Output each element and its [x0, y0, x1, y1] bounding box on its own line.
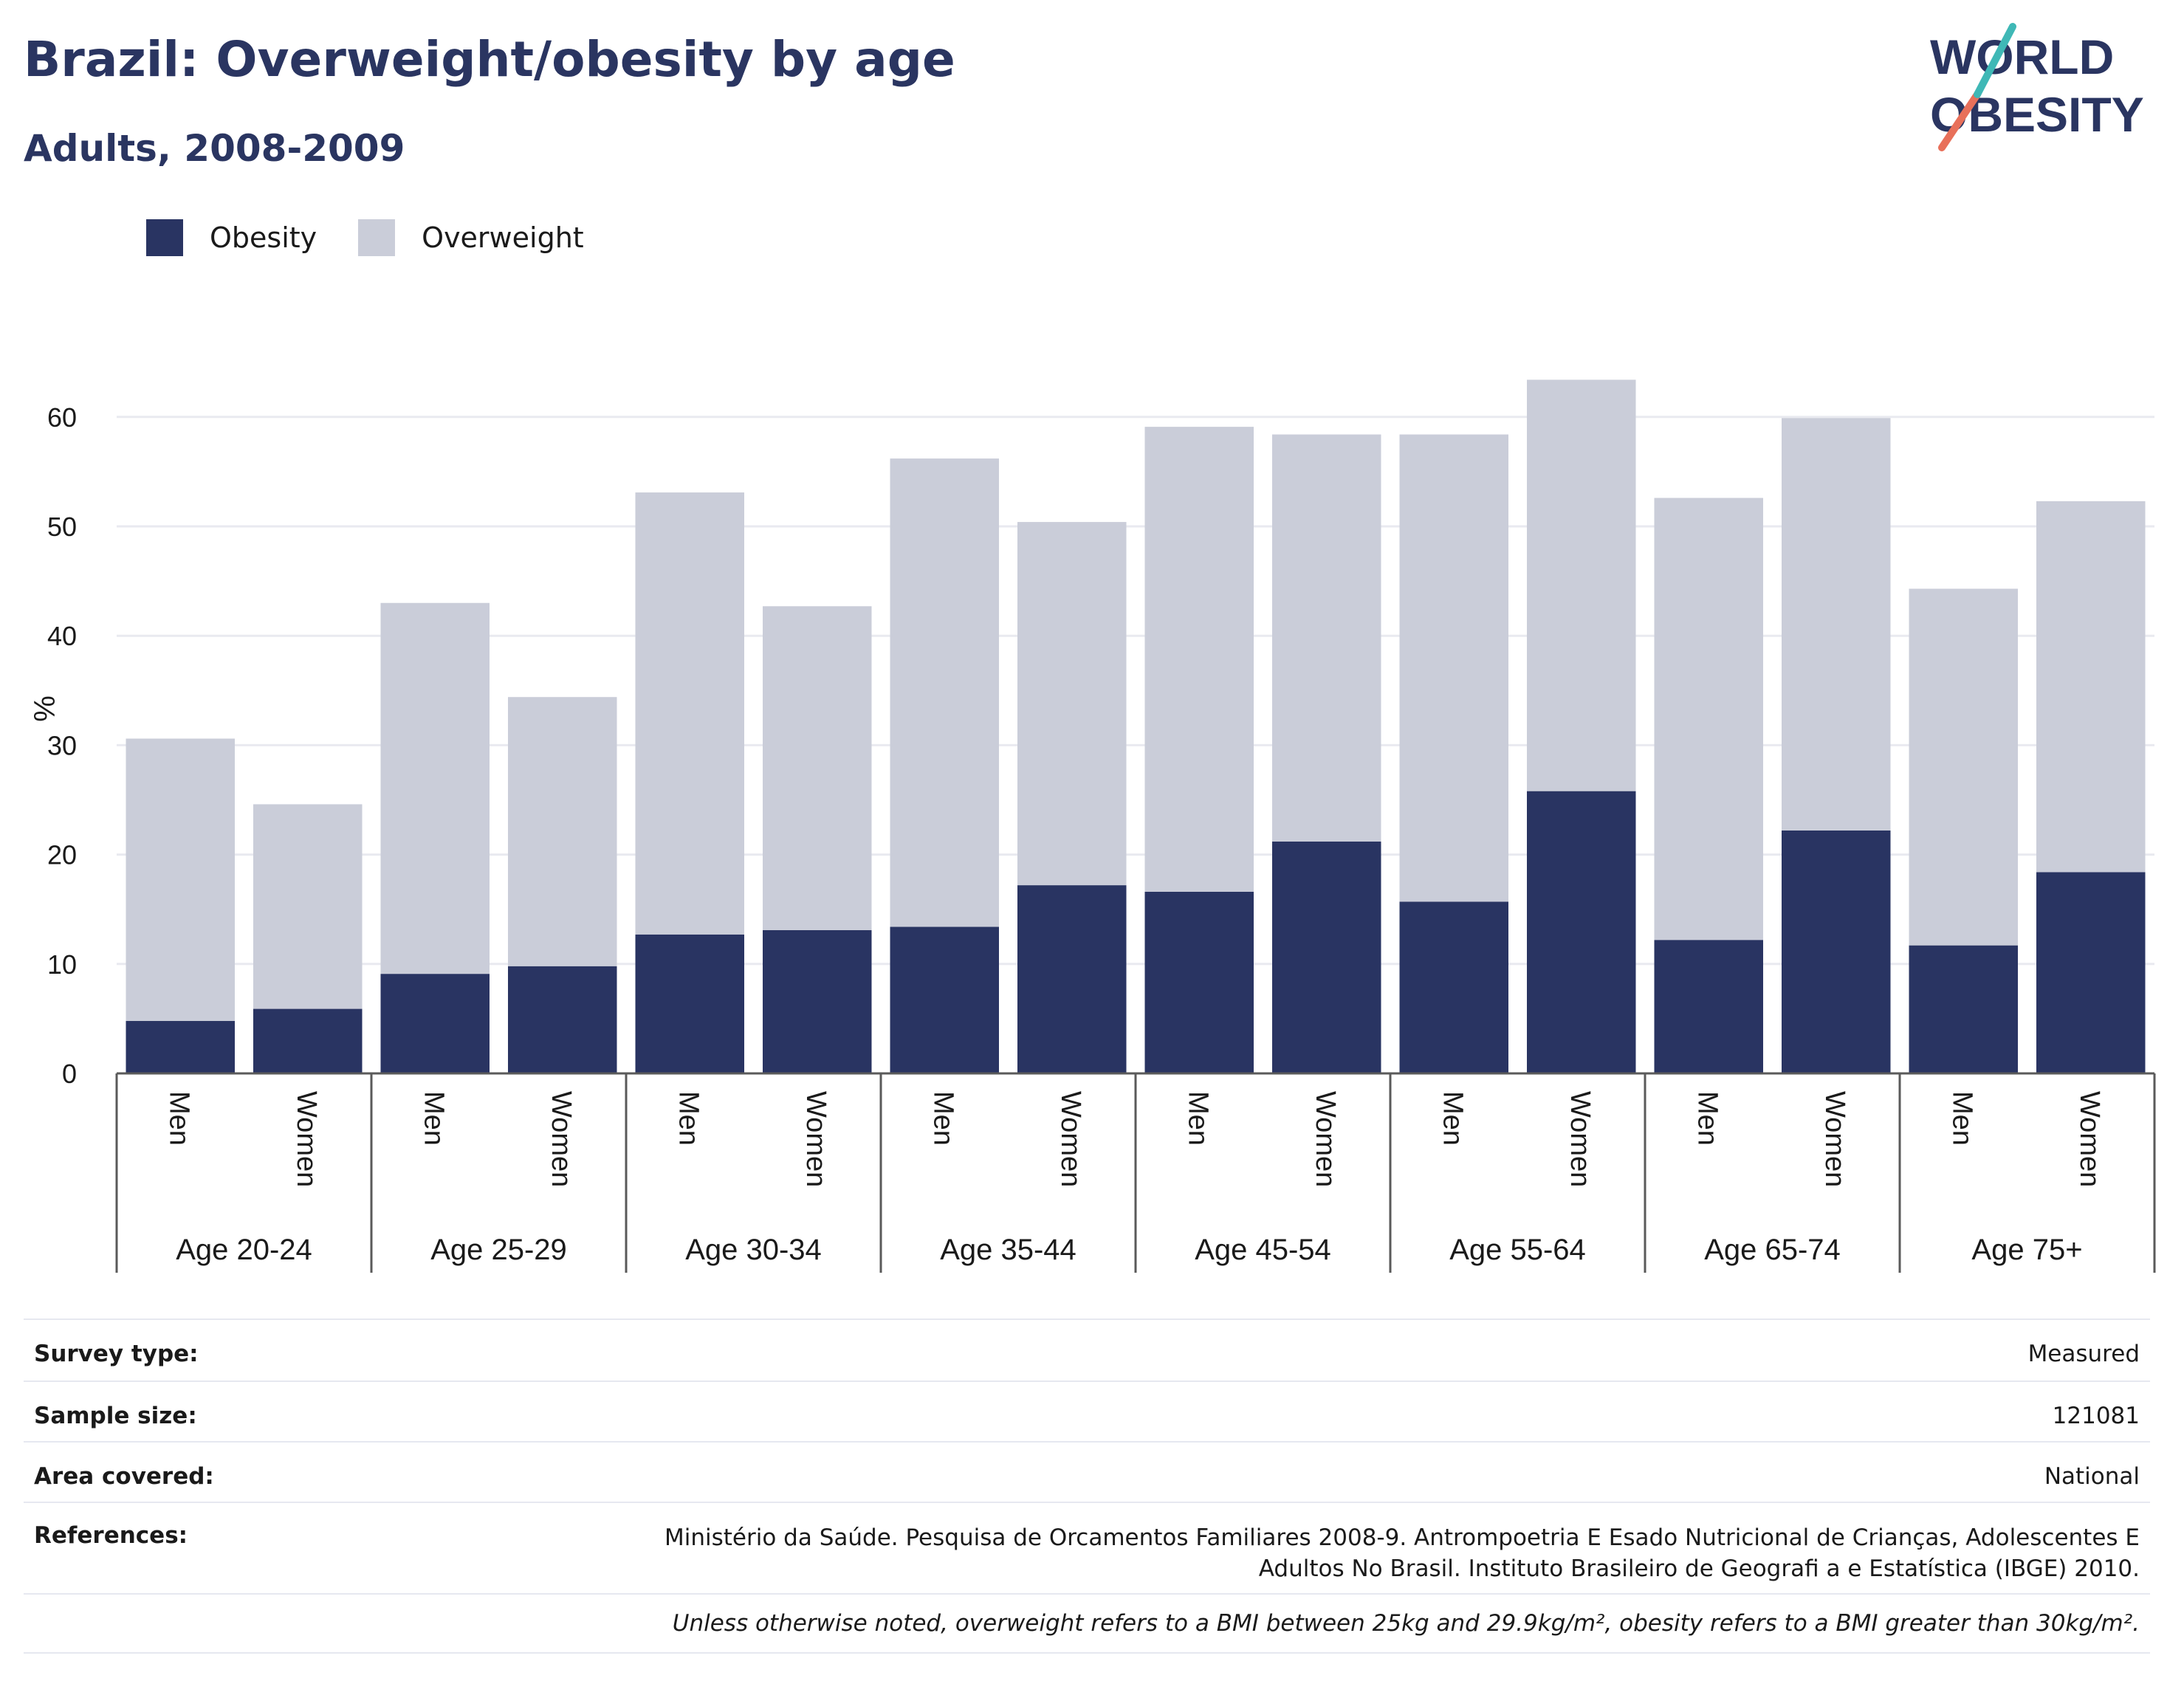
info-row-area-covered: Area covered: National [24, 1441, 2150, 1502]
bar-obesity [635, 934, 744, 1073]
bar-obesity [1654, 940, 1763, 1073]
legend-label-obesity: Obesity [210, 221, 317, 254]
x-tick-label: Men [163, 1091, 194, 1146]
info-row-survey-type: Survey type: Measured [24, 1318, 2150, 1381]
y-tick-label: 20 [47, 840, 77, 870]
info-row-references: References: Ministério da Saúde. Pesquis… [24, 1502, 2150, 1593]
bar-overweight [1144, 427, 1254, 892]
stacked-bar-chart: 0 10 20 30 40 50 60% Men Women Age 20-24 Men Women A… [29, 379, 2156, 1273]
legend-item-obesity: Obesity [146, 219, 317, 256]
x-tick-label: Women [800, 1091, 831, 1187]
x-tick-label: Men [1182, 1091, 1213, 1146]
x-tick-label: Women [546, 1091, 577, 1187]
bar-overweight [508, 697, 617, 966]
x-group-label: Age 20-24 [176, 1234, 312, 1266]
bar-obesity [2036, 872, 2146, 1073]
x-tick-label: Men [927, 1091, 958, 1146]
y-tick-label: 10 [47, 949, 77, 980]
x-tick-label: Women [1055, 1091, 1086, 1187]
bar-overweight [1272, 434, 1381, 842]
x-tick-label: Men [1946, 1091, 1977, 1146]
references-value: Ministério da Saúde. Pesquisa de Orcamen… [664, 1524, 2140, 1582]
x-tick-label: Women [1310, 1091, 1341, 1187]
bar-obesity [890, 926, 999, 1073]
bar-overweight [1399, 434, 1508, 902]
chart-subtitle: Adults, 2008-2009 [24, 127, 405, 170]
bar-overweight [1654, 498, 1763, 941]
sample-size-label: Sample size: [34, 1403, 197, 1429]
info-row-sample-size: Sample size: 121081 [24, 1381, 2150, 1441]
area-covered-label: Area covered: [34, 1463, 214, 1490]
bar-obesity [1017, 885, 1127, 1073]
x-group-label: Age 65-74 [1704, 1234, 1841, 1266]
bar-obesity [1527, 791, 1636, 1073]
bar-obesity [1144, 891, 1254, 1073]
y-axis-label: % [29, 695, 61, 722]
x-group-label: Age 55-64 [1449, 1234, 1586, 1266]
bar-overweight [1909, 588, 2018, 946]
bar-obesity [1399, 901, 1508, 1073]
bar-overweight [890, 458, 999, 927]
y-tick-label: 60 [47, 402, 77, 433]
y-tick-label: 30 [47, 730, 77, 760]
bar-overweight [635, 492, 744, 935]
bar-obesity [380, 974, 490, 1073]
x-tick-label: Women [1565, 1091, 1596, 1187]
legend-swatch-overweight [358, 219, 396, 256]
bar-obesity [1272, 841, 1381, 1073]
x-tick-label: Women [2074, 1091, 2105, 1187]
bar-obesity [1909, 945, 2018, 1073]
bar-overweight [1017, 522, 1127, 886]
bar-overweight [1527, 379, 1636, 791]
bar-overweight [763, 606, 872, 930]
x-tick-label: Women [291, 1091, 322, 1187]
bar-obesity [253, 1008, 363, 1073]
bar-obesity [1782, 830, 1891, 1073]
bar-overweight [1782, 418, 1891, 831]
legend-label-overweight: Overweight [422, 221, 584, 254]
legend-swatch-obesity [146, 219, 183, 256]
legend-item-overweight: Overweight [358, 219, 584, 256]
svg-text:WORLD: WORLD [1930, 30, 2114, 84]
x-tick-label: Women [1819, 1091, 1850, 1187]
x-tick-label: Men [1437, 1091, 1468, 1146]
x-group-label: Age 25-29 [430, 1234, 567, 1266]
x-group-label: Age 35-44 [940, 1234, 1076, 1266]
area-covered-value: National [2044, 1463, 2140, 1490]
survey-type-value: Measured [2027, 1341, 2140, 1367]
x-group-label: Age 45-54 [1195, 1234, 1331, 1266]
y-tick-label: 0 [62, 1059, 77, 1089]
y-tick-label: 50 [47, 512, 77, 542]
x-group-label: Age 75+ [1971, 1234, 2082, 1266]
x-tick-label: Men [1692, 1091, 1723, 1146]
definition-note: Unless otherwise noted, overweight refer… [24, 1593, 2150, 1654]
references-label: References: [34, 1522, 188, 1549]
bar-obesity [763, 929, 872, 1073]
x-tick-label: Men [418, 1091, 449, 1146]
chart-legend: Obesity Overweight [146, 219, 625, 257]
survey-info-table: Survey type: Measured Sample size: 12108… [24, 1318, 2150, 1654]
bar-overweight [2036, 501, 2146, 873]
bar-overweight [126, 738, 235, 1021]
bar-overweight [253, 804, 363, 1009]
y-tick-label: 40 [47, 621, 77, 651]
bar-overweight [380, 602, 490, 974]
world-obesity-logo: WORLD OBESITY [1930, 23, 2144, 151]
sample-size-value: 121081 [2052, 1403, 2140, 1429]
chart-title: Brazil: Overweight/obesity by age [24, 31, 955, 88]
bar-obesity [508, 966, 617, 1073]
bar-obesity [126, 1020, 235, 1073]
x-group-label: Age 30-34 [685, 1234, 822, 1266]
x-tick-label: Men [673, 1091, 704, 1146]
survey-type-label: Survey type: [34, 1341, 199, 1367]
